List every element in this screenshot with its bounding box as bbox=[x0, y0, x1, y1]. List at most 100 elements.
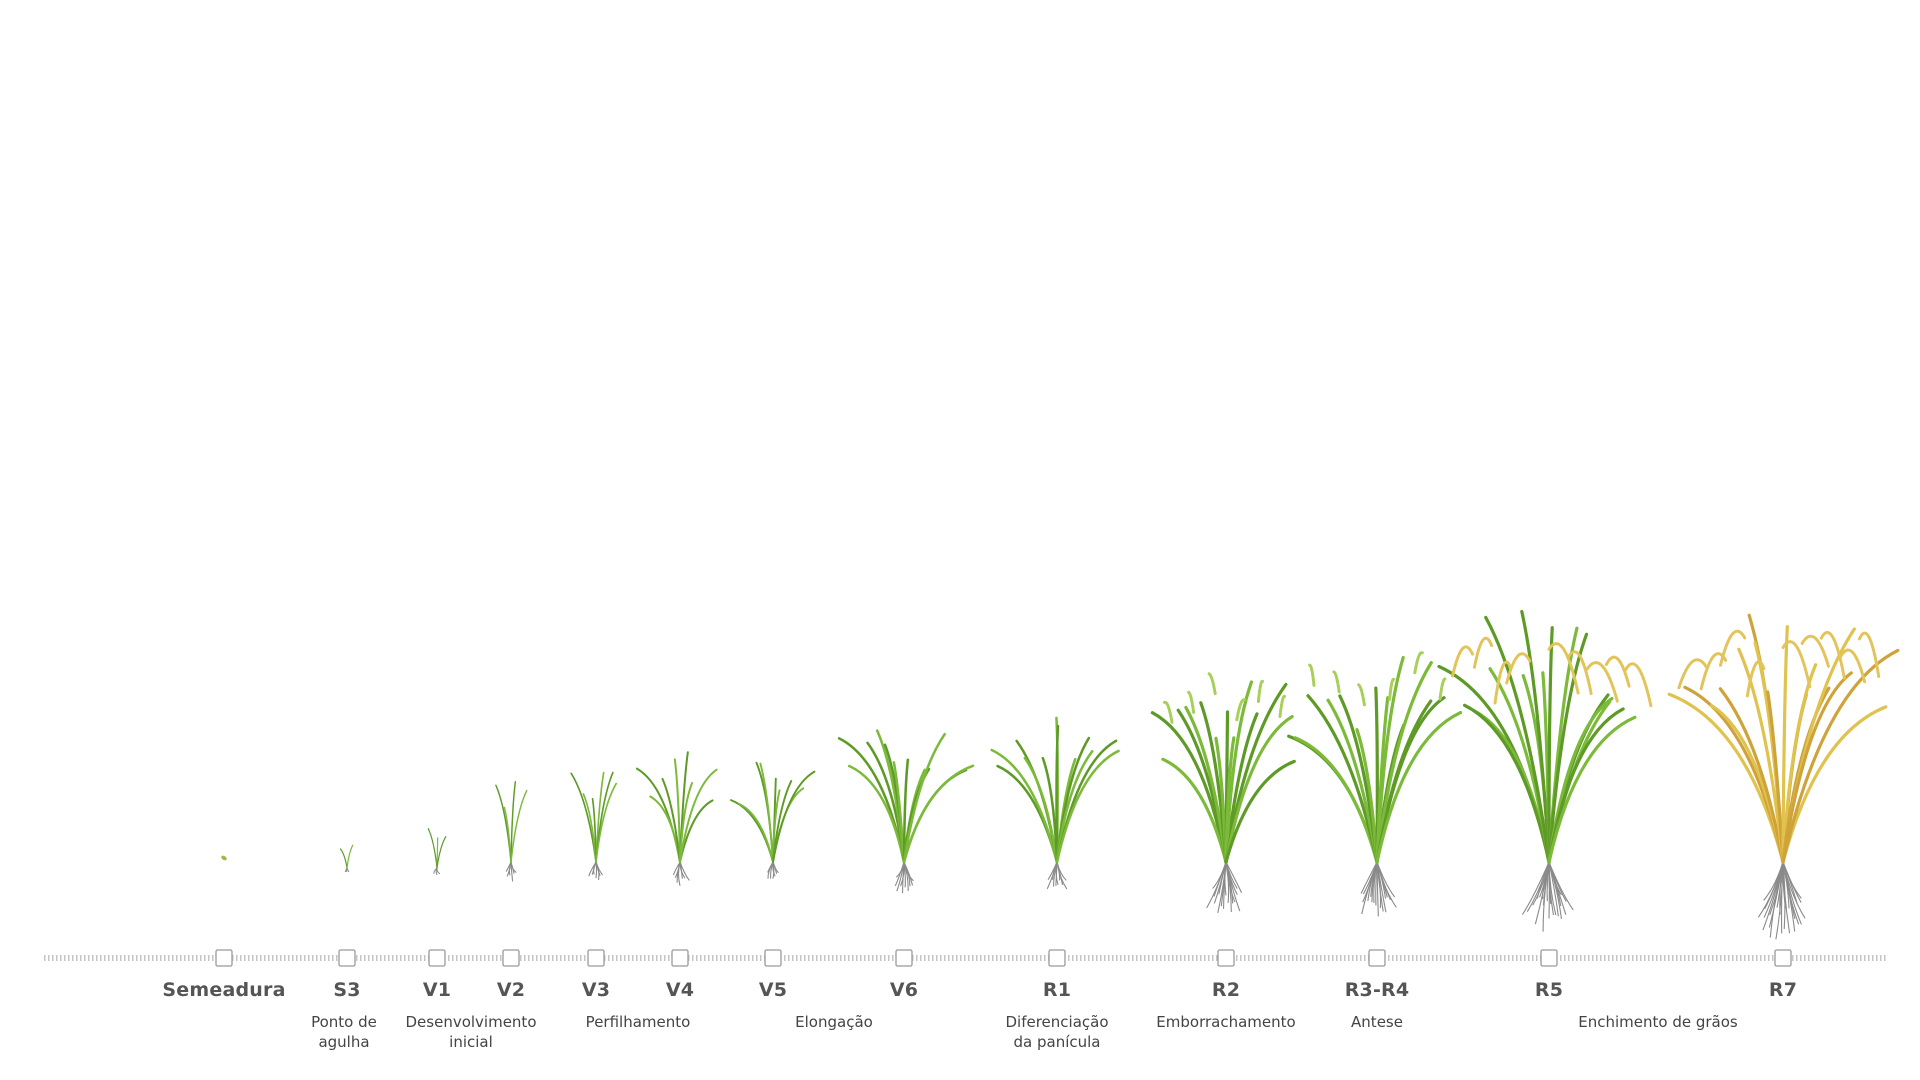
seed bbox=[221, 855, 227, 861]
leaf bbox=[990, 748, 1059, 864]
root-strand bbox=[595, 861, 603, 876]
plant-r3-r4 bbox=[1287, 651, 1463, 917]
root-strand bbox=[1376, 861, 1396, 898]
plant-r7 bbox=[1667, 613, 1900, 940]
phase-label-ponto-de-agulha: Ponto de agulha bbox=[311, 1013, 377, 1051]
leaf bbox=[1023, 756, 1059, 864]
leaves-r5 bbox=[1437, 609, 1637, 864]
roots-v3 bbox=[588, 861, 603, 881]
leaves-r3-r4 bbox=[1287, 655, 1463, 864]
leaves-v1 bbox=[427, 828, 447, 869]
leaf bbox=[1224, 759, 1296, 864]
plant-v2 bbox=[495, 780, 528, 882]
panicle bbox=[1505, 652, 1532, 685]
panicle bbox=[1235, 698, 1247, 722]
panicle bbox=[1800, 634, 1831, 669]
root-strand bbox=[1782, 861, 1791, 934]
stage-marker-s3 bbox=[338, 949, 356, 967]
stage-marker-r3-r4 bbox=[1368, 949, 1386, 967]
panicle bbox=[1331, 670, 1341, 694]
panicle bbox=[1677, 658, 1708, 690]
stage-marker-v3 bbox=[587, 949, 605, 967]
leaves-r1 bbox=[990, 716, 1120, 864]
roots-r5 bbox=[1521, 861, 1574, 932]
stage-label-v1: V1 bbox=[422, 979, 452, 1001]
phase-label-emborrachamento: Emborrachamento bbox=[1156, 1013, 1296, 1031]
panicle bbox=[1388, 677, 1396, 701]
leaf bbox=[1547, 715, 1637, 864]
panicle bbox=[1413, 651, 1424, 675]
leaf bbox=[1375, 655, 1405, 864]
root-strand bbox=[1056, 861, 1067, 881]
panicle bbox=[1162, 700, 1174, 724]
leaf bbox=[427, 828, 438, 869]
root-strand bbox=[1224, 861, 1227, 896]
panicle bbox=[1307, 663, 1316, 687]
leaf bbox=[1781, 625, 1789, 864]
leaf bbox=[902, 732, 946, 864]
panicle bbox=[1450, 645, 1474, 679]
leaf bbox=[339, 848, 348, 869]
plant-r2 bbox=[1150, 672, 1296, 913]
panicle bbox=[1745, 660, 1766, 698]
leaves-v3 bbox=[570, 771, 618, 863]
stage-label-v3: V3 bbox=[581, 979, 611, 1001]
root-strand bbox=[1548, 861, 1574, 911]
leaves-r2 bbox=[1150, 680, 1296, 864]
root-strand bbox=[510, 861, 517, 873]
stage-marker-v4 bbox=[671, 949, 689, 967]
roots-v5 bbox=[767, 861, 779, 879]
panicle bbox=[1472, 636, 1494, 669]
stage-label-s3: S3 bbox=[333, 979, 361, 1001]
stage-marker-v5 bbox=[764, 949, 782, 967]
stage-marker-r7 bbox=[1774, 949, 1792, 967]
leaf bbox=[1375, 661, 1433, 864]
leaf bbox=[1547, 632, 1589, 864]
leaf bbox=[1484, 615, 1551, 864]
stage-label-v2: V2 bbox=[496, 979, 526, 1001]
stage-label-r2: R2 bbox=[1211, 979, 1241, 1001]
leaf bbox=[737, 802, 774, 863]
panicle bbox=[1819, 631, 1846, 680]
plant-s3 bbox=[339, 844, 354, 873]
stage-label-r1: R1 bbox=[1042, 979, 1072, 1001]
root-strand bbox=[1548, 861, 1557, 916]
leaf bbox=[1781, 663, 1818, 864]
panicle bbox=[1624, 662, 1653, 708]
stage-label-v5: V5 bbox=[758, 979, 788, 1001]
root-strand bbox=[436, 867, 441, 875]
leaf bbox=[346, 844, 354, 869]
leaves-v6 bbox=[837, 729, 975, 864]
roots-v6 bbox=[894, 861, 914, 894]
leaf bbox=[1224, 680, 1254, 864]
roots-r7 bbox=[1757, 861, 1806, 940]
leaf bbox=[837, 737, 906, 864]
plant-r5 bbox=[1437, 609, 1653, 932]
panicle bbox=[1719, 629, 1747, 667]
leaf bbox=[902, 758, 910, 864]
plant-v4 bbox=[635, 751, 718, 886]
stage-marker-r1 bbox=[1048, 949, 1066, 967]
leaf bbox=[1781, 648, 1900, 864]
stage-marker-v2 bbox=[502, 949, 520, 967]
panicle bbox=[1858, 631, 1881, 679]
leaf bbox=[1150, 711, 1228, 864]
panicle bbox=[1493, 660, 1513, 705]
leaf bbox=[759, 762, 774, 863]
panicle bbox=[1355, 683, 1366, 707]
leaf bbox=[679, 782, 694, 863]
roots-r3-r4 bbox=[1360, 861, 1397, 917]
leaf bbox=[679, 768, 718, 863]
stage-label-semeadura: Semeadura bbox=[162, 979, 286, 1001]
leaf bbox=[1055, 724, 1060, 864]
leaf bbox=[1462, 703, 1551, 864]
leaves-s3 bbox=[339, 844, 354, 869]
leaf bbox=[847, 764, 906, 864]
stage-marker-semeadura bbox=[215, 949, 233, 967]
stage-label-v6: V6 bbox=[889, 979, 919, 1001]
phase-label-enchimento-de-graos: Enchimento de grãos bbox=[1578, 1013, 1738, 1031]
panicle bbox=[1547, 642, 1580, 695]
stage-label-v4: V4 bbox=[665, 979, 695, 1001]
phase-label-desenvolvimento-inicial: Desenvolvimento inicial bbox=[405, 1013, 537, 1051]
